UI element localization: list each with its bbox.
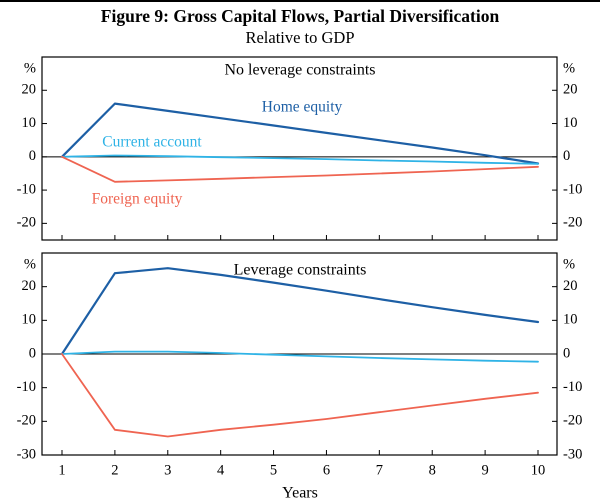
- x-tick-label: 9: [481, 462, 488, 478]
- x-tick-label: 5: [270, 462, 277, 478]
- unit-label-right: %: [563, 60, 575, 76]
- panel-title-leverage-constraints: Leverage constraints: [234, 262, 367, 279]
- x-tick-label: 2: [111, 462, 118, 478]
- y-tick-label-left: -10: [17, 181, 36, 197]
- chart-area: 20 20 10 10 0 0 -10 -10 -20 -20%% No leverage cons…: [0, 48, 600, 501]
- y-tick-label-right: 20: [563, 82, 578, 98]
- y-tick-label-left: 10: [22, 115, 37, 131]
- x-tick-label: 10: [531, 462, 546, 478]
- x-tick-label: 3: [164, 462, 171, 478]
- y-tick-label-right: 10: [563, 115, 578, 131]
- series-line-foreign-equity: [61, 155, 539, 183]
- y-tick-label-right: -10: [563, 379, 582, 395]
- x-tick-label: 8: [429, 462, 436, 478]
- x-tick-label: 6: [323, 462, 330, 478]
- y-tick-label-left: 10: [22, 312, 37, 328]
- y-tick-label-left: -20: [17, 413, 36, 429]
- y-tick-label-right: -30: [563, 446, 582, 462]
- y-tick-label-left: -20: [17, 215, 36, 231]
- unit-label-left: %: [24, 60, 36, 76]
- series-line-home-equity: [60, 102, 540, 165]
- y-tick-label-right: -10: [563, 181, 582, 197]
- y-tick-label-left: 0: [29, 345, 36, 361]
- series-label-current-account: Current account: [102, 134, 202, 151]
- figure-subtitle: Relative to GDP: [245, 28, 355, 47]
- x-tick-label: 7: [376, 462, 383, 478]
- series-line-home-equity: [60, 267, 540, 356]
- series-line-foreign-equity: [61, 353, 539, 438]
- panel-title-no-leverage-constraints: No leverage constraints: [224, 62, 375, 79]
- unit-label-left: %: [24, 256, 36, 272]
- x-tick-label: 1: [58, 462, 65, 478]
- series-line-current-account: [61, 154, 539, 165]
- y-tick-label-left: 20: [22, 278, 37, 294]
- y-tick-label-right: -20: [563, 215, 582, 231]
- y-tick-label-right: 0: [563, 148, 570, 164]
- series-line-current-account: [61, 350, 539, 363]
- unit-label-right: %: [563, 256, 575, 272]
- figure-title: Figure 9: Gross Capital Flows, Partial D…: [100, 6, 500, 26]
- y-tick-label-left: -10: [17, 379, 36, 395]
- panel-border: [41, 56, 558, 241]
- y-tick-label-left: 0: [29, 148, 36, 164]
- series-label-home-equity: Home equity: [262, 99, 343, 116]
- y-tick-label-right: 0: [563, 345, 570, 361]
- x-axis-title: Years: [282, 485, 318, 501]
- series-label-foreign-equity: Foreign equity: [92, 191, 183, 208]
- y-tick-label-right: 10: [563, 312, 578, 328]
- y-tick-label-right: 20: [563, 278, 578, 294]
- y-tick-label-right: -20: [563, 413, 582, 429]
- y-tick-label-left: 20: [22, 82, 37, 98]
- y-tick-label-left: -30: [17, 446, 36, 462]
- x-tick-label: 4: [217, 462, 225, 478]
